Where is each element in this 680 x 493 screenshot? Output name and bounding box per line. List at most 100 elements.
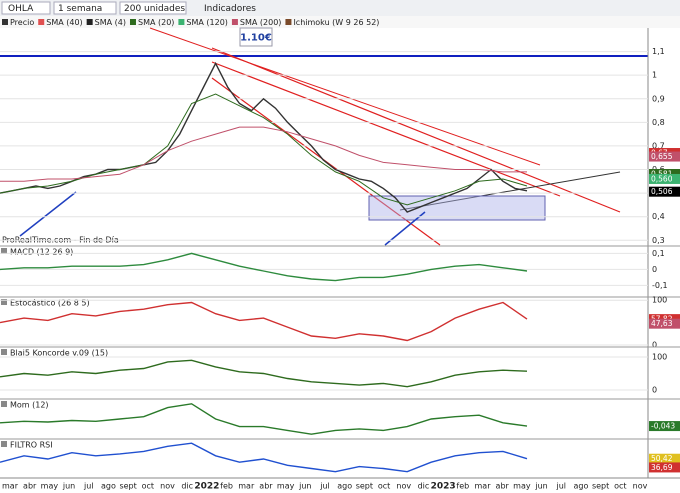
x-tick-label: feb: [220, 482, 233, 491]
x-tick-label: abr: [259, 482, 273, 491]
panel-title-bg: [1, 299, 7, 305]
legend-swatch: [129, 19, 136, 25]
units[interactable]: 200 unidades: [124, 4, 185, 14]
period[interactable]: 1 semana: [58, 4, 102, 14]
indicators-button[interactable]: Indicadores: [204, 4, 256, 14]
panel-title-bg: [1, 349, 7, 355]
arrow: [384, 211, 426, 246]
x-tick-label: mar: [238, 482, 255, 491]
y-tick-label: 0,8: [652, 118, 665, 127]
series-line: [0, 442, 528, 473]
y-tick-label: 0: [652, 265, 657, 274]
period-box[interactable]: [53, 1, 117, 15]
units-box[interactable]: [119, 1, 187, 15]
y-tick-label: 0,3: [652, 236, 665, 245]
x-tick-label: ago: [574, 482, 589, 491]
x-tick-label: jul: [555, 482, 566, 491]
panel-title: FILTRO RSI: [10, 441, 53, 450]
legend-entry: Precio: [10, 18, 34, 27]
range-box: [368, 195, 546, 221]
series-line: [0, 93, 528, 206]
symbol[interactable]: OHLA: [8, 4, 34, 14]
panel-title-bg: [1, 441, 7, 447]
legend-swatch: [2, 19, 8, 25]
series-line: [0, 126, 527, 182]
legend-entry: SMA (120): [186, 18, 228, 27]
x-tick-label: sept: [356, 482, 373, 491]
y-tick-label: 0: [652, 386, 657, 395]
annotation-box: [239, 27, 273, 47]
channel-line: [149, 27, 541, 166]
legend-swatch: [86, 19, 93, 25]
legend-swatch: [178, 19, 185, 25]
price-tag: [649, 421, 680, 432]
x-tick-label: oct: [142, 482, 154, 491]
y-tick-label: 1: [652, 71, 657, 80]
series-line: [0, 61, 528, 213]
price-tag: [649, 318, 680, 329]
x-tick-label: mar: [475, 482, 492, 491]
y-tick-label: 0,9: [652, 94, 665, 103]
x-tick-label: mar: [2, 482, 19, 491]
legend-swatch: [38, 19, 45, 25]
panel-title: Mom (12): [10, 401, 49, 410]
price-tag-label: 36,69: [651, 463, 673, 472]
panel-title: Estocástico (26 8 5): [10, 299, 90, 308]
legend-entry: SMA (40): [46, 18, 82, 27]
x-tick-label: nov: [396, 482, 411, 491]
x-tick-label: dic: [181, 482, 193, 491]
panel-title: Blai5 Koncorde v.09 (15): [10, 349, 108, 358]
price-tag: [649, 151, 680, 162]
legend-entry: SMA (200): [240, 18, 282, 27]
legend-bar: [0, 16, 680, 28]
panel-title-bg: [1, 248, 7, 254]
price-tag-label: 0,655: [651, 152, 673, 161]
series-line: [0, 359, 528, 388]
legend-entry: SMA (20): [138, 18, 174, 27]
x-tick-label: dic: [418, 482, 430, 491]
price-tag-label: -0,043: [651, 422, 675, 431]
x-tick-label: may: [277, 482, 295, 491]
y-tick-label: 0,1: [652, 249, 665, 258]
x-tick-label: ago: [101, 482, 116, 491]
x-tick-label: jul: [319, 482, 330, 491]
x-tick-label: nov: [633, 482, 648, 491]
y-tick-label: 0,7: [652, 141, 665, 150]
series-line: [0, 301, 528, 342]
price-tag: [649, 186, 680, 197]
y-tick-label: 0: [652, 341, 657, 350]
x-tick-label: oct: [378, 482, 390, 491]
y-tick-label: -0,1: [652, 281, 668, 290]
price-tag: [649, 453, 680, 464]
legend-swatch: [285, 19, 292, 25]
x-tick-label: jun: [534, 482, 547, 491]
price-tag: [649, 462, 680, 473]
price-tag-label: 0,506: [651, 187, 673, 196]
series-line: [0, 252, 528, 282]
support-line: [399, 171, 621, 211]
price-tag-label: 50,42: [651, 454, 673, 463]
y-tick-label: 100: [652, 296, 667, 305]
x-tick-label: sept: [592, 482, 609, 491]
x-tick-label: jun: [298, 482, 311, 491]
y-tick-label: 100: [652, 352, 667, 361]
x-tick-label: ago: [337, 482, 352, 491]
price-tag-label: 47,63: [651, 319, 673, 328]
symbol-box[interactable]: [1, 1, 51, 15]
x-tick-label: abr: [23, 482, 37, 491]
arrow: [19, 191, 77, 237]
x-tick-label: may: [41, 482, 59, 491]
y-tick-label: 0,4: [652, 212, 665, 221]
series-line: [0, 403, 528, 435]
legend-entry: SMA (4): [95, 18, 126, 27]
x-tick-label: jun: [62, 482, 75, 491]
panel-title-bg: [1, 401, 7, 407]
channel-line: [211, 47, 621, 213]
x-tick-label: may: [513, 482, 531, 491]
y-tick-label: 1,1: [652, 47, 665, 56]
price-tag-label: 0,560: [651, 174, 673, 183]
legend-entry: Ichimoku (W 9 26 52): [293, 18, 379, 27]
x-tick-label: 2022: [194, 482, 219, 492]
